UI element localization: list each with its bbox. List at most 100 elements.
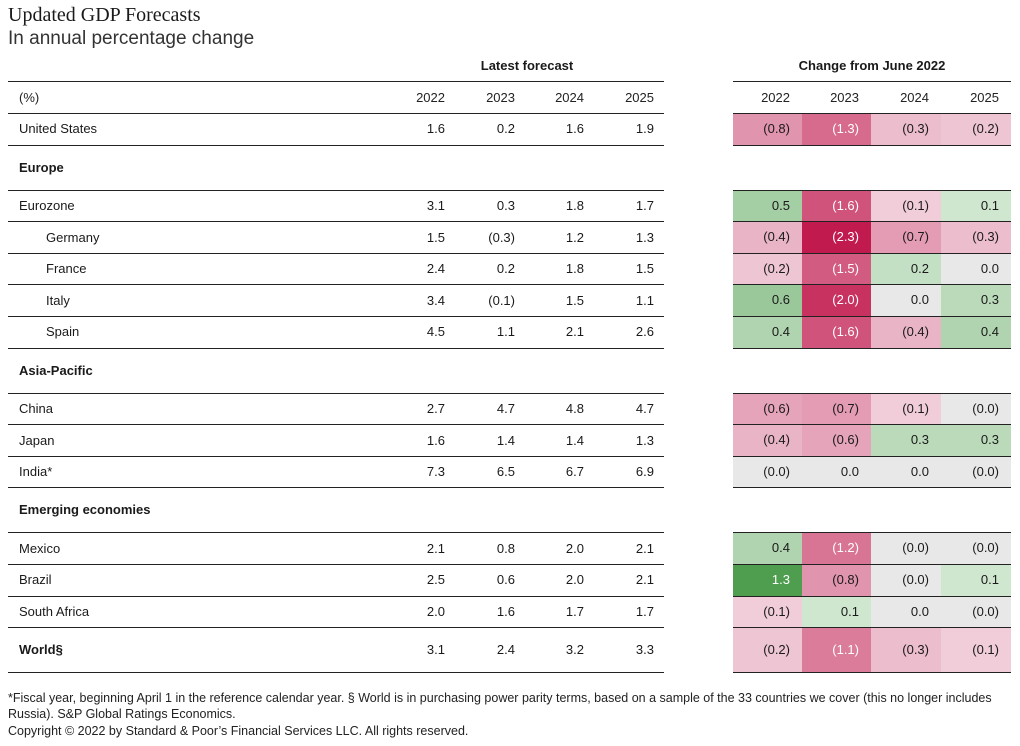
latest-value: 1.3: [635, 229, 654, 245]
change-cell: (0.4): [733, 425, 802, 456]
section-rule-left: [8, 392, 664, 394]
latest-value: 1.5: [635, 261, 654, 277]
change-cell: 0.0: [802, 456, 871, 488]
change-cell: (0.4): [871, 317, 941, 348]
change-cell: (1.2): [802, 533, 871, 564]
latest-value: 2.1: [635, 540, 654, 556]
row-label: Germany: [46, 229, 100, 245]
latest-value: (0.1): [488, 292, 515, 308]
latest-value: 1.4: [565, 432, 584, 448]
latest-value: 3.3: [635, 642, 654, 658]
copyright: Copyright © 2022 by Standard & Poor’s Fi…: [8, 724, 469, 738]
change-cell: 0.2: [871, 253, 941, 285]
row-rule-right: [733, 487, 1011, 489]
change-cell: (0.0): [871, 565, 941, 596]
row-rule-right: [733, 564, 1011, 565]
change-cell: (0.3): [941, 222, 1011, 253]
change-cell: (1.6): [802, 190, 871, 222]
latest-value: 1.5: [426, 229, 445, 245]
latest-value: 4.8: [565, 400, 584, 416]
change-cell: (0.0): [733, 456, 802, 488]
row-rule-left: [8, 347, 664, 349]
change-cell: (0.0): [871, 533, 941, 564]
latest-value: 4.5: [426, 324, 445, 340]
section-header: Emerging economies: [19, 502, 151, 518]
change-cell: (0.8): [733, 114, 802, 145]
row-rule-right: [733, 347, 1011, 349]
latest-value: 1.6: [426, 121, 445, 137]
row-label: Brazil: [19, 572, 52, 588]
row-rule-left: [8, 252, 664, 254]
change-cell: (0.0): [941, 533, 1011, 564]
change-cell: 0.6: [733, 285, 802, 316]
latest-value: 2.6: [635, 324, 654, 340]
change-cell: (0.8): [802, 565, 871, 596]
year-header-change: 2022: [761, 90, 790, 105]
change-cell: (1.5): [802, 253, 871, 285]
row-rule-right: [733, 316, 1011, 317]
year-header-change: 2024: [900, 90, 929, 105]
row-rule-left: [8, 424, 664, 426]
row-rule-left: [8, 316, 664, 317]
row-rule-right: [733, 672, 1011, 674]
change-cell: 0.1: [941, 565, 1011, 596]
section-rule-right: [733, 392, 1011, 394]
row-label: Italy: [46, 292, 70, 308]
change-cell: 0.1: [802, 596, 871, 628]
latest-value: 2.7: [426, 400, 445, 416]
row-label: Eurozone: [19, 197, 75, 213]
row-label: United States: [19, 121, 98, 137]
latest-value: 6.9: [635, 464, 654, 480]
change-cell: 0.5: [733, 190, 802, 222]
section-rule-left: [8, 532, 664, 534]
latest-value: 1.3: [635, 432, 654, 448]
group-header-latest-forecast: Latest forecast: [480, 58, 574, 73]
latest-value: 1.6: [426, 432, 445, 448]
latest-value: (0.3): [488, 229, 515, 245]
change-cell: (0.6): [733, 393, 802, 425]
latest-value: 2.1: [426, 540, 445, 556]
latest-value: 2.1: [635, 572, 654, 588]
latest-value: 0.6: [496, 572, 515, 588]
latest-value: 1.5: [565, 292, 584, 308]
latest-value: 0.2: [496, 261, 515, 277]
latest-value: 2.1: [565, 324, 584, 340]
change-cell: 0.1: [941, 190, 1011, 222]
latest-value: 2.4: [426, 261, 445, 277]
change-cell: (1.1): [802, 628, 871, 673]
section-rule-right: [733, 532, 1011, 534]
change-cell: 0.4: [733, 317, 802, 348]
row-rule-right: [733, 252, 1011, 254]
year-header-change: 2025: [970, 90, 999, 105]
latest-value: 1.8: [565, 197, 584, 213]
row-rule-left: [8, 595, 664, 597]
latest-value: 6.5: [496, 464, 515, 480]
row-rule-left: [8, 455, 664, 457]
change-cell: 0.0: [941, 253, 1011, 285]
latest-value: 7.3: [426, 464, 445, 480]
latest-value: 1.9: [635, 121, 654, 137]
change-cell: (0.0): [941, 393, 1011, 425]
change-cell: 0.0: [871, 596, 941, 628]
latest-value: 1.2: [565, 229, 584, 245]
change-cell: (0.2): [733, 253, 802, 285]
latest-value: 0.3: [496, 197, 515, 213]
section-header: Asia-Pacific: [19, 362, 93, 378]
row-rule-right: [733, 424, 1011, 426]
change-cell: (1.3): [802, 114, 871, 145]
change-cell: (0.1): [871, 190, 941, 222]
change-cell: (0.7): [802, 393, 871, 425]
row-label: Spain: [46, 324, 80, 340]
latest-value: 0.2: [496, 121, 515, 137]
latest-value: 1.1: [496, 324, 515, 340]
row-rule-left: [8, 221, 664, 223]
latest-value: 2.0: [565, 572, 584, 588]
section-rule-left: [8, 189, 664, 191]
chart-title: Updated GDP Forecasts: [8, 4, 201, 26]
change-cell: (1.6): [802, 317, 871, 348]
change-cell: (2.0): [802, 285, 871, 316]
latest-value: 3.1: [426, 197, 445, 213]
latest-value: 1.7: [635, 603, 654, 619]
footnote: *Fiscal year, beginning April 1 in the r…: [8, 691, 992, 721]
change-cell: 0.3: [941, 285, 1011, 316]
